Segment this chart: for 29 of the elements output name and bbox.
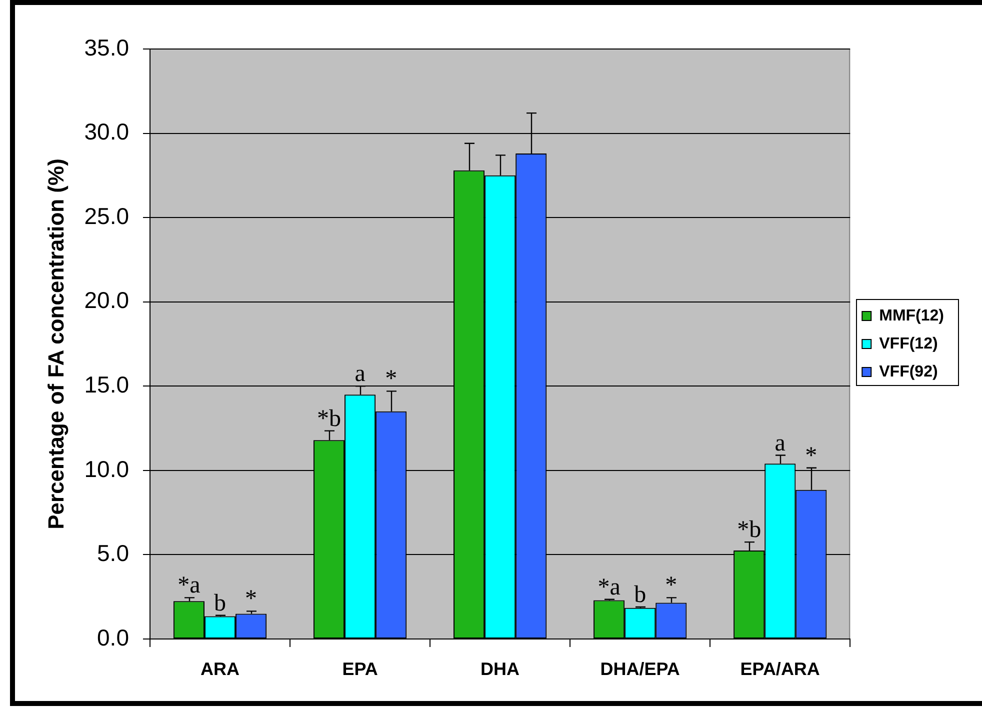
x-tick-label: DHA/EPA bbox=[600, 658, 680, 679]
data-label: a bbox=[354, 361, 366, 388]
data-label: *a bbox=[598, 574, 621, 600]
legend-label: VFF(92) bbox=[879, 363, 938, 380]
y-tick-label: 15.0 bbox=[84, 371, 129, 398]
data-label: *b bbox=[316, 406, 341, 432]
data-label: * bbox=[805, 442, 818, 469]
data-label: * bbox=[385, 366, 398, 392]
y-tick-label: 30.0 bbox=[84, 118, 129, 145]
data-label: * bbox=[245, 586, 258, 612]
y-tick-label: 10.0 bbox=[84, 456, 129, 482]
legend-label: MMF(12) bbox=[879, 307, 944, 324]
x-tick-label: DHA bbox=[480, 658, 520, 679]
y-tick-label: 20.0 bbox=[84, 287, 129, 314]
x-tick-label: EPA bbox=[342, 658, 378, 679]
data-label: b bbox=[214, 590, 226, 616]
data-label: *b bbox=[737, 517, 762, 544]
x-tick-label: ARA bbox=[200, 658, 240, 679]
y-tick-label: 35.0 bbox=[84, 34, 129, 60]
data-label: a bbox=[774, 430, 786, 456]
legend-label: VFF(12) bbox=[879, 335, 938, 352]
data-label: *a bbox=[178, 572, 201, 599]
y-tick-label: 5.0 bbox=[97, 540, 129, 566]
y-tick-label: 0.0 bbox=[97, 624, 129, 650]
y-tick-label: 25.0 bbox=[84, 202, 129, 229]
data-label: b bbox=[634, 582, 646, 608]
x-tick-label: EPA/ARA bbox=[740, 658, 820, 679]
y-axis-title: Percentage of FA concentration (%) bbox=[43, 158, 68, 530]
data-label: * bbox=[665, 572, 678, 599]
